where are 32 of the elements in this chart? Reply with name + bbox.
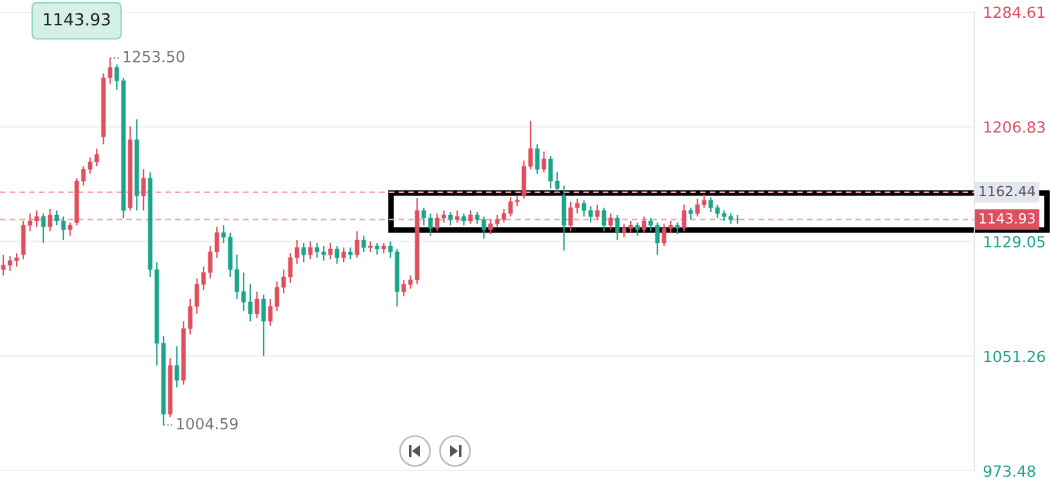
candlestick — [41, 212, 46, 244]
y-tick-label: 1284.61 — [984, 6, 1045, 19]
candlestick — [681, 204, 687, 232]
candlestick — [301, 242, 306, 263]
candlestick — [67, 221, 73, 237]
candlestick — [541, 150, 547, 173]
candlestick — [248, 283, 253, 322]
ref-line-label: 1143.93 — [979, 213, 1035, 224]
candlestick — [555, 171, 560, 194]
y-tick-label: 1206.83 — [984, 121, 1045, 133]
candlestick — [254, 291, 260, 319]
candlestick — [428, 212, 433, 237]
annotation: 1143.93 — [44, 13, 110, 26]
candlestick — [47, 208, 53, 232]
candlestick — [114, 63, 120, 91]
candlestick — [535, 143, 540, 175]
y-tick-label: 1051.26 — [984, 350, 1045, 363]
candlestick — [568, 201, 573, 232]
candlestick — [61, 215, 66, 241]
y-tick-label: 1129.05 — [984, 235, 1045, 248]
candlestick — [615, 214, 620, 241]
candlestick — [141, 168, 146, 212]
candlestick — [174, 345, 180, 389]
candlestick — [655, 221, 660, 256]
candlestick — [548, 155, 553, 190]
candlestick — [354, 230, 360, 259]
candlestick — [261, 293, 266, 357]
annotation: 1004.59 — [177, 417, 238, 430]
ref-line-label: 1162.44 — [979, 185, 1035, 197]
y-tick-label: 973.48 — [983, 465, 1036, 477]
candlestick — [601, 206, 607, 232]
annotation: 1253.50 — [123, 50, 185, 63]
